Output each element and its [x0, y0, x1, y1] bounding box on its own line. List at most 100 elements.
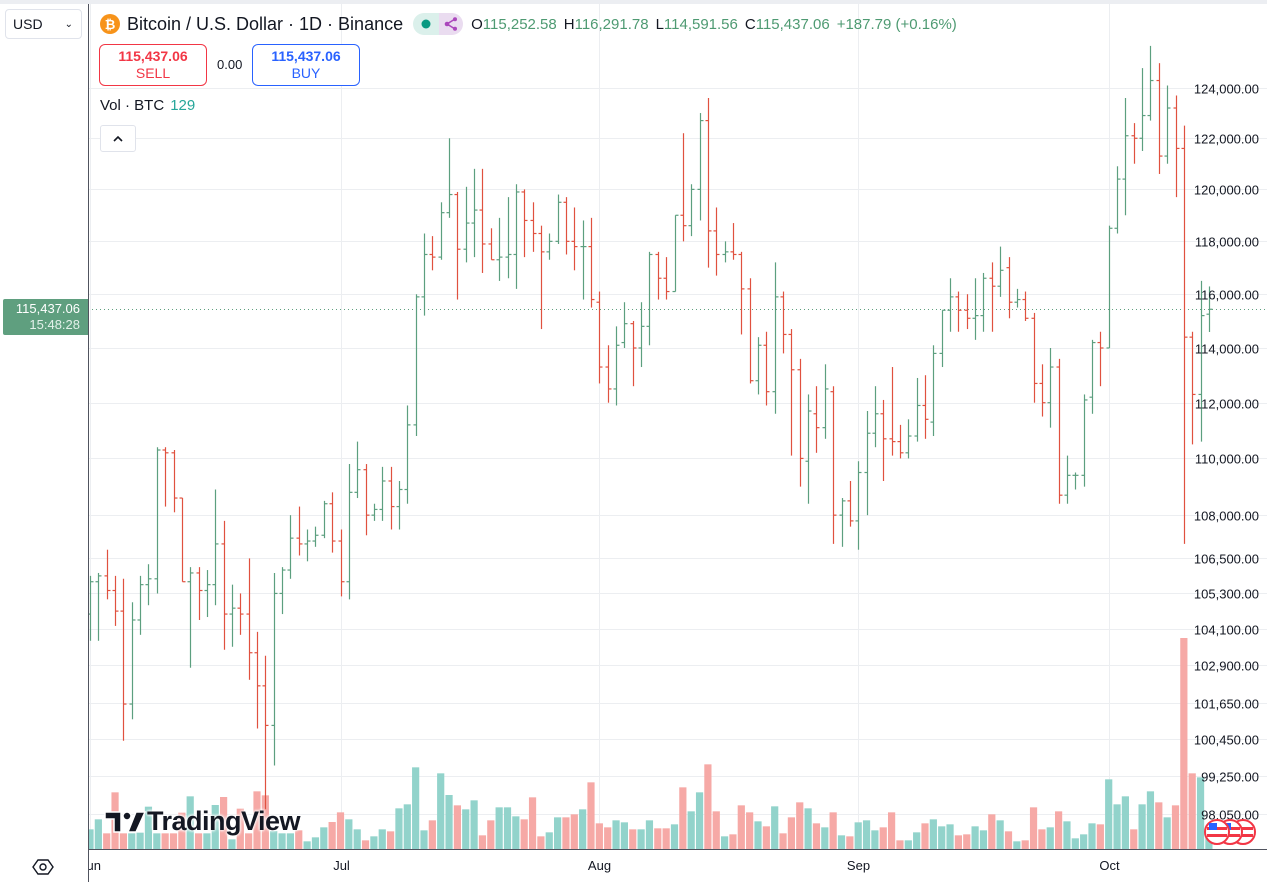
volume-bar	[403, 804, 411, 849]
sell-button[interactable]: 115,437.06 SELL	[99, 44, 207, 86]
symbol-title[interactable]: Bitcoin / U.S. Dollar · 1D · Binance	[127, 13, 404, 34]
volume-bar	[1180, 638, 1188, 849]
economic-events-flags[interactable]	[1203, 818, 1258, 848]
ohlc-bar	[338, 529, 345, 597]
ohlc-bar	[722, 241, 729, 263]
volume-bar	[119, 833, 127, 849]
volume-bar	[737, 805, 745, 849]
ohlc-bar	[1131, 123, 1138, 164]
ohlc-bar	[897, 424, 904, 459]
volume-bar	[1038, 829, 1046, 849]
ohlc-bar	[279, 567, 286, 615]
change-value: +187.79 (+0.16%)	[836, 15, 957, 33]
ohlc-bar	[755, 337, 762, 395]
volume-bar	[771, 806, 779, 849]
ohlc-bar	[571, 207, 578, 271]
buy-label: BUY	[291, 65, 321, 81]
volume-bar	[988, 814, 996, 849]
volume-bar	[787, 817, 795, 849]
ohlc-bar	[196, 567, 203, 620]
volume-bar	[896, 840, 904, 849]
settings-icon[interactable]	[32, 856, 54, 878]
ohlc-bar	[421, 233, 428, 316]
volume-bar	[311, 837, 320, 849]
ohlc-bar	[1031, 312, 1038, 403]
volume-bar	[161, 833, 169, 849]
us-flag-icon[interactable]	[1204, 819, 1230, 845]
buy-button[interactable]: 115,437.06 BUY	[252, 44, 360, 86]
volume-bar	[495, 807, 503, 849]
sell-price: 115,437.06	[118, 48, 188, 64]
volume-bar	[462, 809, 470, 849]
ohlc-bar	[1206, 286, 1213, 332]
volume-bar	[779, 833, 787, 849]
volume-bar	[303, 841, 311, 849]
ohlc-bar	[1006, 257, 1013, 319]
ohlc-bar	[964, 294, 971, 330]
ohlc-bar	[221, 520, 228, 650]
ohlc-bar	[580, 220, 587, 300]
volume-bar	[1130, 829, 1138, 849]
volume-bar	[963, 834, 971, 849]
ohlc-bar	[663, 257, 670, 300]
volume-bar	[169, 833, 178, 849]
price-axis[interactable]	[0, 4, 89, 882]
time-axis-line	[88, 849, 1267, 850]
volume-bar	[220, 797, 228, 849]
tradingview-logo[interactable]: TradingView	[103, 806, 301, 837]
status-pill[interactable]	[413, 13, 464, 35]
ohlc-bar	[621, 302, 628, 348]
ohlc-bar	[955, 291, 962, 332]
volume-bar	[320, 827, 328, 849]
volume-bar	[654, 828, 662, 849]
tradingview-logo-icon	[104, 810, 147, 833]
ohlc-bar	[697, 113, 704, 221]
volume-bar	[345, 819, 353, 849]
volume-bar	[1155, 802, 1163, 849]
volume-bar	[261, 795, 269, 849]
volume-bar	[679, 787, 687, 849]
volume-bar	[1188, 773, 1196, 849]
time-label: Sep	[846, 858, 871, 873]
volume-bar	[846, 836, 854, 849]
ohlc-bar	[212, 489, 219, 606]
volume-bar	[86, 829, 94, 849]
ohlc-bar	[805, 394, 812, 504]
volume-bar	[253, 791, 261, 849]
ohlc-bar	[830, 386, 837, 544]
volume-bar	[570, 814, 578, 849]
volume-value: 129	[170, 97, 196, 114]
ohlc-bar	[1173, 95, 1180, 198]
volume-bar	[587, 782, 595, 849]
ohlc-bar	[772, 262, 779, 414]
ohlc-bar	[254, 631, 261, 729]
volume-bar	[328, 822, 336, 849]
volume-bar	[1013, 841, 1021, 849]
ohlc-bar	[346, 464, 353, 600]
currency-value: USD	[13, 16, 43, 32]
volume-bar	[245, 833, 253, 849]
ohlc-bar	[204, 570, 211, 618]
tradingview-logo-text: TradingView	[147, 806, 301, 836]
volume-bar	[1063, 821, 1071, 849]
volume-bar	[1113, 804, 1121, 849]
ohlc-bar	[788, 329, 795, 456]
ohlc-bar	[187, 567, 194, 668]
volume-bar	[554, 817, 562, 849]
ohlc-bar	[980, 272, 987, 332]
volume-legend[interactable]: Vol · BTC 129	[100, 97, 195, 114]
price-tick-label: 110,000.00	[1194, 451, 1259, 466]
ohlc-bar	[129, 602, 136, 720]
ohlc-bar	[889, 367, 896, 456]
currency-selector[interactable]: USD ⌄	[5, 9, 82, 39]
volume-bar	[520, 819, 528, 849]
price-tick-label: 118,000.00	[1194, 234, 1259, 249]
volume-bar	[353, 829, 361, 849]
ohlc-bar	[855, 461, 862, 550]
ohlc-bar	[471, 168, 478, 258]
collapse-legend-button[interactable]	[100, 125, 136, 152]
low-value: 114,591.56	[663, 15, 738, 33]
volume-bar	[938, 826, 946, 849]
ohlc-bar	[997, 246, 1004, 297]
